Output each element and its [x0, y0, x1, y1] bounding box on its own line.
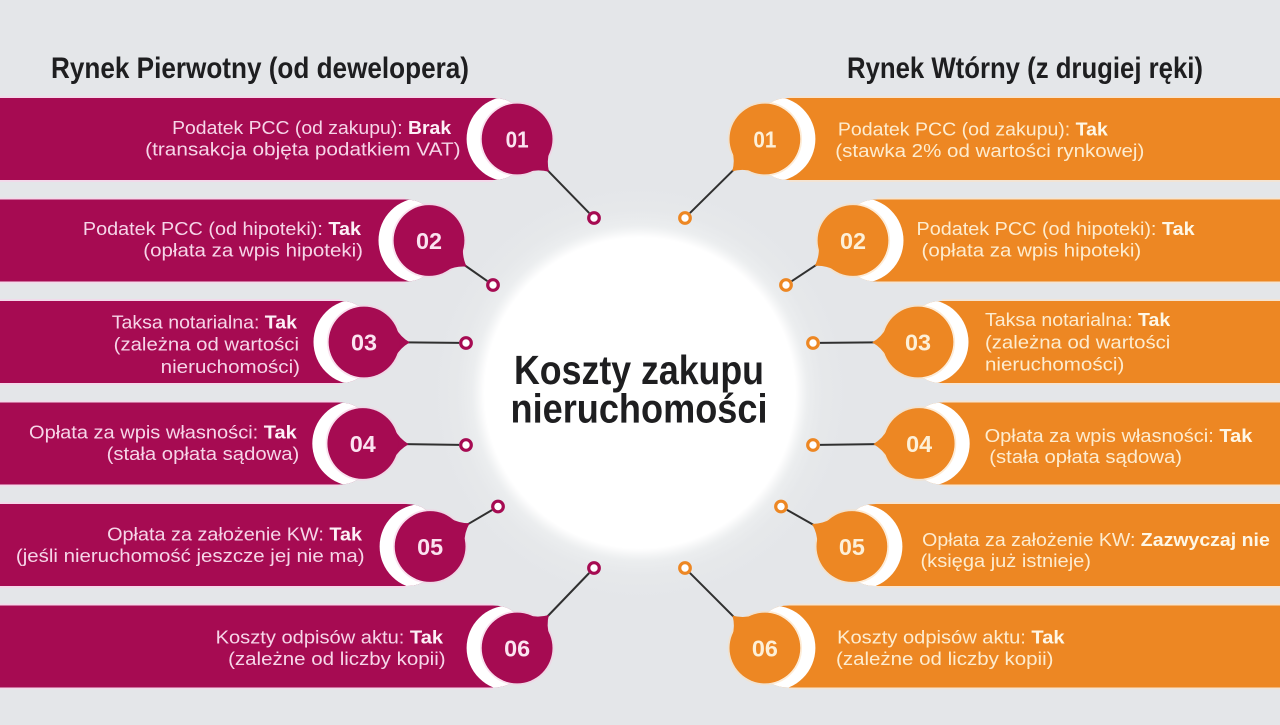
- svg-text:(zależne od liczby kopii): (zależne od liczby kopii): [836, 648, 1054, 669]
- svg-text:(stawka 2% od wartości rynkowe: (stawka 2% od wartości rynkowej): [835, 140, 1144, 161]
- svg-text:Podatek PCC (od hipoteki): Tak: Podatek PCC (od hipoteki): Tak: [83, 218, 362, 239]
- svg-text:Podatek PCC (od hipoteki): Tak: Podatek PCC (od hipoteki): Tak: [917, 218, 1196, 239]
- svg-text:Taksa notarialna: Tak: Taksa notarialna: Tak: [985, 309, 1171, 330]
- svg-text:Opłata za założenie KW: Tak: Opłata za założenie KW: Tak: [107, 524, 363, 545]
- svg-text:(stała opłata sądowa): (stała opłata sądowa): [989, 446, 1182, 467]
- svg-text:Taksa notarialna: Tak: Taksa notarialna: Tak: [112, 311, 298, 332]
- svg-text:Rynek Pierwotny (od dewelopera: Rynek Pierwotny (od dewelopera): [51, 52, 469, 85]
- svg-text:(opłata za wpis hipoteki): (opłata za wpis hipoteki): [143, 239, 363, 260]
- svg-text:(zależna od wartości: (zależna od wartości: [114, 334, 299, 355]
- svg-text:04: 04: [906, 431, 932, 457]
- svg-text:06: 06: [752, 635, 778, 661]
- svg-text:Koszty odpisów aktu: Tak: Koszty odpisów aktu: Tak: [216, 627, 444, 648]
- svg-text:(zależne od liczby kopii): (zależne od liczby kopii): [228, 648, 446, 669]
- svg-text:Opłata za założenie KW: Zazwyc: Opłata za założenie KW: Zazwyczaj nie: [922, 529, 1270, 550]
- svg-text:01: 01: [506, 126, 529, 152]
- svg-text:Koszty odpisów aktu: Tak: Koszty odpisów aktu: Tak: [837, 627, 1065, 648]
- svg-text:03: 03: [351, 329, 377, 355]
- svg-text:(jeśli nieruchomość jeszcze je: (jeśli nieruchomość jeszcze jej nie ma): [16, 545, 365, 566]
- svg-text:(księga już istnieje): (księga już istnieje): [921, 550, 1092, 571]
- svg-text:01: 01: [753, 126, 776, 152]
- svg-text:(stała opłata sądowa): (stała opłata sądowa): [107, 443, 300, 464]
- svg-text:03: 03: [905, 329, 931, 355]
- svg-text:02: 02: [416, 228, 442, 254]
- svg-text:Podatek PCC (od zakupu): Brak: Podatek PCC (od zakupu): Brak: [172, 117, 452, 138]
- svg-text:05: 05: [839, 534, 865, 560]
- svg-text:nieruchomości: nieruchomości: [511, 386, 768, 432]
- svg-text:05: 05: [417, 534, 443, 560]
- svg-text:Opłata za wpis własności: Tak: Opłata za wpis własności: Tak: [985, 425, 1254, 446]
- svg-text:(transakcja objęta podatkiem V: (transakcja objęta podatkiem VAT): [145, 138, 460, 159]
- svg-text:nieruchomości): nieruchomości): [985, 354, 1124, 375]
- svg-text:(zależna od wartości: (zależna od wartości: [985, 331, 1170, 352]
- svg-text:(opłata za wpis hipoteki): (opłata za wpis hipoteki): [922, 239, 1142, 260]
- svg-text:Rynek Wtórny (z drugiej ręki): Rynek Wtórny (z drugiej ręki): [847, 52, 1203, 85]
- svg-text:06: 06: [504, 635, 530, 661]
- svg-text:Opłata za wpis własności: Tak: Opłata za wpis własności: Tak: [29, 422, 298, 443]
- svg-text:Podatek PCC (od zakupu): Tak: Podatek PCC (od zakupu): Tak: [838, 119, 1109, 140]
- svg-text:04: 04: [350, 431, 376, 457]
- svg-text:nieruchomości): nieruchomości): [161, 356, 300, 377]
- svg-text:Koszty zakupu: Koszty zakupu: [514, 347, 764, 393]
- svg-text:02: 02: [840, 228, 866, 254]
